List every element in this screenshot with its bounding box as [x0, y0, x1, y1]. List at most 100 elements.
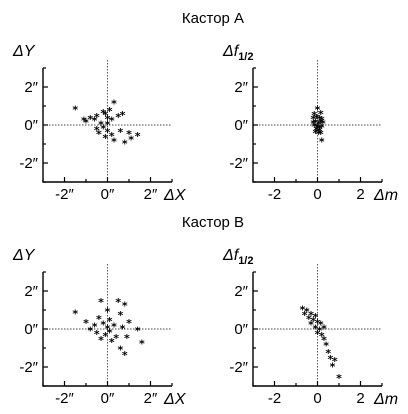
x-tick-label: 0″	[101, 186, 115, 203]
data-point: *	[330, 361, 336, 374]
y-axis-label-subscript: 1/2	[238, 51, 253, 63]
y-tick-label: -2″	[19, 359, 38, 376]
data-point: *	[312, 117, 318, 130]
data-point: *	[102, 109, 108, 122]
data-point: *	[315, 103, 321, 116]
panel-a-left: -2″0″2″-2″ 0″ 2″ΔYΔX**********************…	[12, 43, 187, 204]
data-point: *	[94, 328, 100, 341]
data-point: *	[100, 107, 106, 120]
x-tick-label: -2″	[55, 390, 74, 407]
data-point: *	[310, 315, 316, 328]
group-title-a: Кастор А	[182, 10, 244, 27]
data-point: *	[102, 330, 108, 343]
data-point: *	[336, 372, 342, 385]
y-tick-label: 0″	[24, 321, 38, 338]
y-axis-label: ΔY	[12, 247, 36, 264]
data-point: *	[315, 121, 321, 134]
data-point: *	[304, 305, 310, 318]
data-point: *	[115, 296, 121, 309]
data-point: *	[87, 324, 93, 337]
data-point: *	[105, 126, 111, 139]
data-point: *	[115, 111, 121, 124]
data-point: *	[318, 117, 324, 130]
data-point: *	[72, 103, 78, 116]
data-point: *	[126, 317, 132, 330]
data-point: *	[308, 319, 314, 332]
data-point: *	[311, 109, 317, 122]
data-point: *	[107, 105, 113, 118]
data-point: *	[122, 300, 128, 313]
y-axis-label-main: Δf	[222, 43, 240, 60]
data-point: *	[319, 121, 325, 134]
data-point: *	[319, 330, 325, 343]
y-tick-label: 0″	[234, 117, 248, 134]
panels: -2″0″2″-2″ 0″ 2″ΔYΔX**********************…	[12, 43, 398, 408]
data-point: *	[126, 128, 132, 141]
data-point: *	[83, 317, 89, 330]
data-point: *	[111, 321, 117, 334]
x-tick-label: 0	[313, 390, 321, 407]
data-point: *	[87, 113, 93, 126]
data-point: *	[81, 115, 87, 128]
data-point: *	[100, 319, 106, 332]
data-point: *	[92, 321, 98, 334]
data-point: *	[317, 113, 323, 126]
x-tick-label: 0″	[101, 390, 115, 407]
data-point: *	[312, 127, 318, 140]
data-point: *	[316, 128, 322, 141]
y-axis-label-main: ΔY	[12, 247, 36, 264]
panel-b-left: -2″0″2″-2″ 0″ 2″ΔYΔX**********************…	[12, 247, 187, 408]
data-point: *	[316, 119, 322, 132]
data-point: *	[135, 130, 141, 143]
data-point: *	[113, 332, 119, 345]
data-point: *	[315, 317, 321, 330]
y-axis-label-subscript: 1/2	[238, 255, 253, 267]
x-tick-label: -2	[268, 390, 281, 407]
data-point: *	[124, 332, 130, 345]
data-point: *	[109, 115, 115, 128]
y-tick-label: 2″	[234, 79, 248, 96]
data-point: *	[310, 113, 316, 126]
data-point: *	[311, 120, 317, 133]
y-tick-label: 2″	[24, 283, 38, 300]
data-point: *	[120, 109, 126, 122]
data-point: *	[319, 136, 325, 149]
data-point: *	[105, 119, 111, 132]
y-tick-label: -2″	[19, 155, 38, 172]
x-axis-label: ΔX	[163, 187, 187, 204]
data-point: *	[120, 323, 126, 336]
y-tick-label: 2″	[234, 283, 248, 300]
data-point: *	[325, 347, 331, 360]
data-point: *	[308, 309, 314, 322]
data-point: *	[111, 98, 117, 111]
data-point: *	[122, 349, 128, 362]
data-point: *	[98, 296, 104, 309]
y-axis-label: Δf1/2	[222, 43, 253, 63]
data-point: *	[118, 309, 124, 322]
group-title-b: Кастор В	[182, 214, 244, 231]
x-tick-label: 2	[356, 390, 364, 407]
data-point: *	[72, 307, 78, 320]
data-point: *	[310, 118, 316, 131]
data-point: *	[98, 334, 104, 347]
y-axis-label-main: ΔY	[12, 43, 36, 60]
x-axis-label: Δm	[373, 187, 398, 204]
data-point: *	[318, 128, 324, 141]
data-point: *	[321, 323, 327, 336]
data-point: *	[312, 311, 318, 324]
x-tick-label: 2″	[144, 186, 158, 203]
data-point: *	[302, 309, 308, 322]
data-point: *	[92, 115, 98, 128]
y-axis-label: ΔY	[12, 43, 36, 60]
data-point: *	[107, 315, 113, 328]
x-tick-label: -2″	[55, 186, 74, 203]
data-point: *	[318, 319, 324, 332]
y-tick-label: 0″	[234, 321, 248, 338]
y-axis-label-main: Δf	[222, 247, 240, 264]
y-axis-label: Δf1/2	[222, 247, 253, 267]
data-point: *	[300, 304, 306, 317]
data-point: *	[94, 111, 100, 124]
data-point: *	[109, 336, 115, 349]
